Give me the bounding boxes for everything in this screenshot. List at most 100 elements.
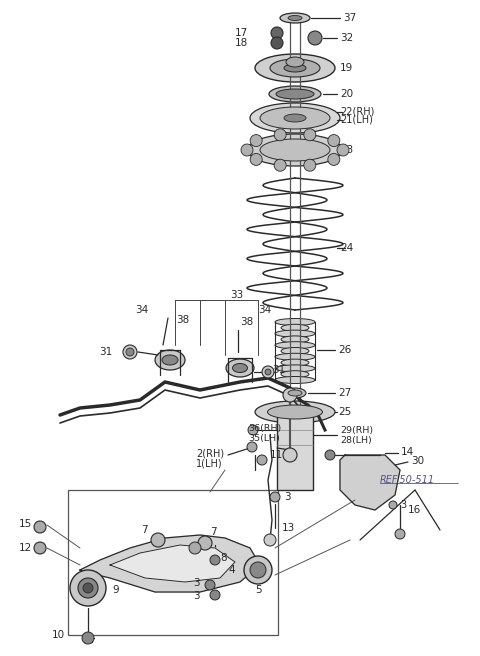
Circle shape [283,448,297,462]
Ellipse shape [280,13,310,23]
Text: 35(LH): 35(LH) [248,434,280,443]
Circle shape [328,154,340,165]
Circle shape [325,450,335,460]
Text: 31: 31 [272,365,285,375]
Text: 22(RH): 22(RH) [340,107,374,117]
Text: 3: 3 [284,492,290,502]
Circle shape [274,159,286,171]
Circle shape [264,534,276,546]
Text: 21(LH): 21(LH) [340,115,373,125]
Ellipse shape [232,363,248,373]
Ellipse shape [275,319,315,325]
Ellipse shape [260,107,330,129]
Ellipse shape [267,405,323,419]
Text: REF.50-511: REF.50-511 [380,475,435,485]
Ellipse shape [284,64,306,72]
Text: 3: 3 [193,578,200,588]
Polygon shape [80,535,260,592]
Circle shape [250,154,262,165]
Circle shape [274,129,286,141]
Ellipse shape [260,139,330,161]
Circle shape [34,521,46,533]
Bar [277,415,313,490]
Circle shape [198,536,212,550]
Text: 27: 27 [338,388,351,398]
Circle shape [283,388,297,402]
Ellipse shape [281,348,309,354]
Ellipse shape [288,16,302,20]
Text: 29(RH): 29(RH) [340,426,373,434]
Ellipse shape [275,342,315,349]
Ellipse shape [155,350,185,370]
Text: 28(LH): 28(LH) [340,436,372,445]
Circle shape [389,501,397,509]
Ellipse shape [275,330,315,337]
Circle shape [265,369,271,375]
Circle shape [247,442,257,452]
Ellipse shape [284,388,306,398]
Text: 36(RH): 36(RH) [248,424,281,432]
Ellipse shape [281,359,309,366]
Circle shape [189,542,201,554]
Text: 24: 24 [340,243,353,253]
Ellipse shape [281,336,309,343]
Circle shape [123,345,137,359]
Circle shape [257,455,267,465]
Circle shape [78,578,98,598]
Text: 6: 6 [202,539,209,549]
Text: 13: 13 [282,523,295,533]
Polygon shape [340,455,400,510]
Ellipse shape [284,114,306,122]
Text: 7: 7 [142,525,148,535]
Ellipse shape [286,57,304,67]
Text: 3: 3 [193,591,200,601]
Text: 26: 26 [338,345,351,355]
Text: 23: 23 [340,145,353,155]
Text: 14: 14 [401,447,414,457]
Ellipse shape [275,365,315,372]
Text: 20: 20 [340,89,353,99]
Text: 16: 16 [408,505,421,515]
Ellipse shape [276,89,314,99]
Circle shape [210,590,220,600]
Text: 2(RH): 2(RH) [196,448,224,458]
Ellipse shape [275,354,315,360]
Circle shape [210,555,220,565]
Circle shape [308,31,322,45]
Ellipse shape [248,134,343,166]
Circle shape [244,556,272,584]
Circle shape [248,425,258,435]
Bar [68,490,278,635]
Text: 15: 15 [19,519,32,529]
Circle shape [271,37,283,49]
Circle shape [395,529,405,539]
Text: 30: 30 [411,456,424,466]
Text: 38: 38 [176,315,189,325]
Text: 9: 9 [112,585,119,595]
Polygon shape [110,545,235,582]
Text: 32: 32 [340,33,353,43]
Ellipse shape [270,59,320,77]
Circle shape [241,144,253,156]
Circle shape [205,580,215,590]
Text: 34: 34 [135,305,148,315]
Circle shape [304,129,316,141]
Ellipse shape [288,390,302,396]
Text: 25: 25 [338,407,351,417]
Circle shape [250,562,266,578]
Text: 18: 18 [235,38,248,48]
Circle shape [151,533,165,547]
Circle shape [83,583,93,593]
Ellipse shape [275,377,315,384]
Text: 4: 4 [228,565,235,575]
Circle shape [271,27,283,39]
Text: 5: 5 [255,585,261,595]
Circle shape [250,134,262,146]
Ellipse shape [269,86,321,102]
Circle shape [337,144,349,156]
Text: 11: 11 [270,450,283,460]
Circle shape [70,570,106,606]
Ellipse shape [226,359,254,377]
Circle shape [270,492,280,502]
Text: 33: 33 [230,290,243,300]
